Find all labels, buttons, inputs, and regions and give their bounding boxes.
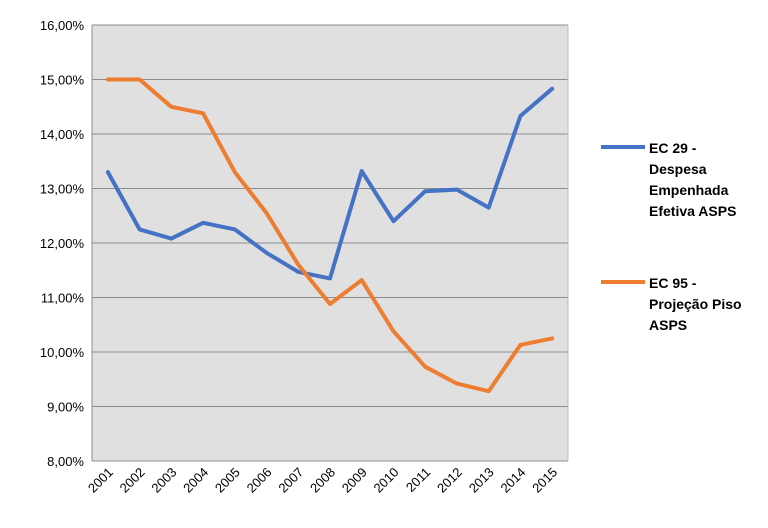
y-tick-label: 11,00% xyxy=(41,291,85,306)
data-point xyxy=(518,343,522,347)
x-tick-label: 2009 xyxy=(339,465,370,496)
data-point xyxy=(391,329,395,333)
data-point xyxy=(265,211,269,215)
data-point xyxy=(201,111,205,115)
data-point xyxy=(328,276,332,280)
data-point xyxy=(487,389,491,393)
data-point xyxy=(296,270,300,274)
data-point xyxy=(550,336,554,340)
legend-label-1: Projeção Piso xyxy=(649,296,742,312)
data-point xyxy=(423,365,427,369)
data-point xyxy=(360,169,364,173)
y-tick-label: 13,00% xyxy=(40,182,85,197)
x-tick-label: 2008 xyxy=(307,465,338,496)
x-tick-label: 2004 xyxy=(180,465,211,496)
data-point xyxy=(487,206,491,210)
x-tick-label: 2012 xyxy=(434,465,465,496)
x-tick-label: 2014 xyxy=(497,465,528,496)
legend-label-0: Empenhada xyxy=(649,182,729,198)
data-point xyxy=(233,170,237,174)
x-tick-label: 2013 xyxy=(466,465,497,496)
data-point xyxy=(169,105,173,109)
data-point xyxy=(106,170,110,174)
data-point xyxy=(138,78,142,81)
legend-label-1: EC 95 - xyxy=(649,275,697,291)
data-point xyxy=(328,302,332,306)
x-tick-label: 2006 xyxy=(244,465,275,496)
data-point xyxy=(423,189,427,193)
y-tick-label: 16,00% xyxy=(40,18,85,33)
data-point xyxy=(138,227,142,231)
y-tick-label: 15,00% xyxy=(40,73,85,88)
data-point xyxy=(455,382,459,386)
legend-label-0: Despesa xyxy=(649,161,707,177)
legend-label-0: Efetiva ASPS xyxy=(649,203,736,219)
x-tick-label: 2002 xyxy=(117,465,148,496)
data-point xyxy=(455,188,459,192)
x-tick-label: 2011 xyxy=(403,465,433,495)
data-point xyxy=(518,114,522,118)
data-point xyxy=(106,78,110,81)
data-point xyxy=(296,263,300,267)
x-tick-label: 2015 xyxy=(529,465,560,496)
series-lines xyxy=(105,77,555,394)
y-tick-label: 14,00% xyxy=(40,127,85,142)
legend-label-0: EC 29 - xyxy=(649,140,697,156)
data-point xyxy=(391,219,395,223)
x-tick-label: 2005 xyxy=(212,465,243,496)
data-point xyxy=(233,227,237,231)
data-point xyxy=(360,278,364,282)
x-tick-label: 2003 xyxy=(148,465,179,496)
data-point xyxy=(201,221,205,225)
grid-lines xyxy=(91,24,569,462)
x-tick-label: 2010 xyxy=(371,465,402,496)
y-axis-ticks: 8,00% 9,00% 10,00% 11,00% 12,00% 13,00% 14,00%… xyxy=(40,18,85,469)
legend-label-1: ASPS xyxy=(649,317,687,333)
legend: EC 29 - Despesa Empenhada Efetiva ASPS EC 95… xyxy=(601,140,742,333)
data-point xyxy=(550,87,554,91)
data-point xyxy=(169,237,173,241)
y-tick-label: 12,00% xyxy=(40,236,85,251)
x-axis-ticks: 2001 2002 2003 2004 2005 2006 2007 2008 2009 2010… xyxy=(85,465,560,496)
x-tick-label: 2007 xyxy=(275,465,306,496)
y-tick-label: 10,00% xyxy=(40,345,85,360)
y-tick-label: 9,00% xyxy=(47,400,84,415)
y-tick-label: 8,00% xyxy=(47,454,84,469)
x-tick-label: 2001 xyxy=(85,465,116,496)
data-point xyxy=(265,251,269,255)
